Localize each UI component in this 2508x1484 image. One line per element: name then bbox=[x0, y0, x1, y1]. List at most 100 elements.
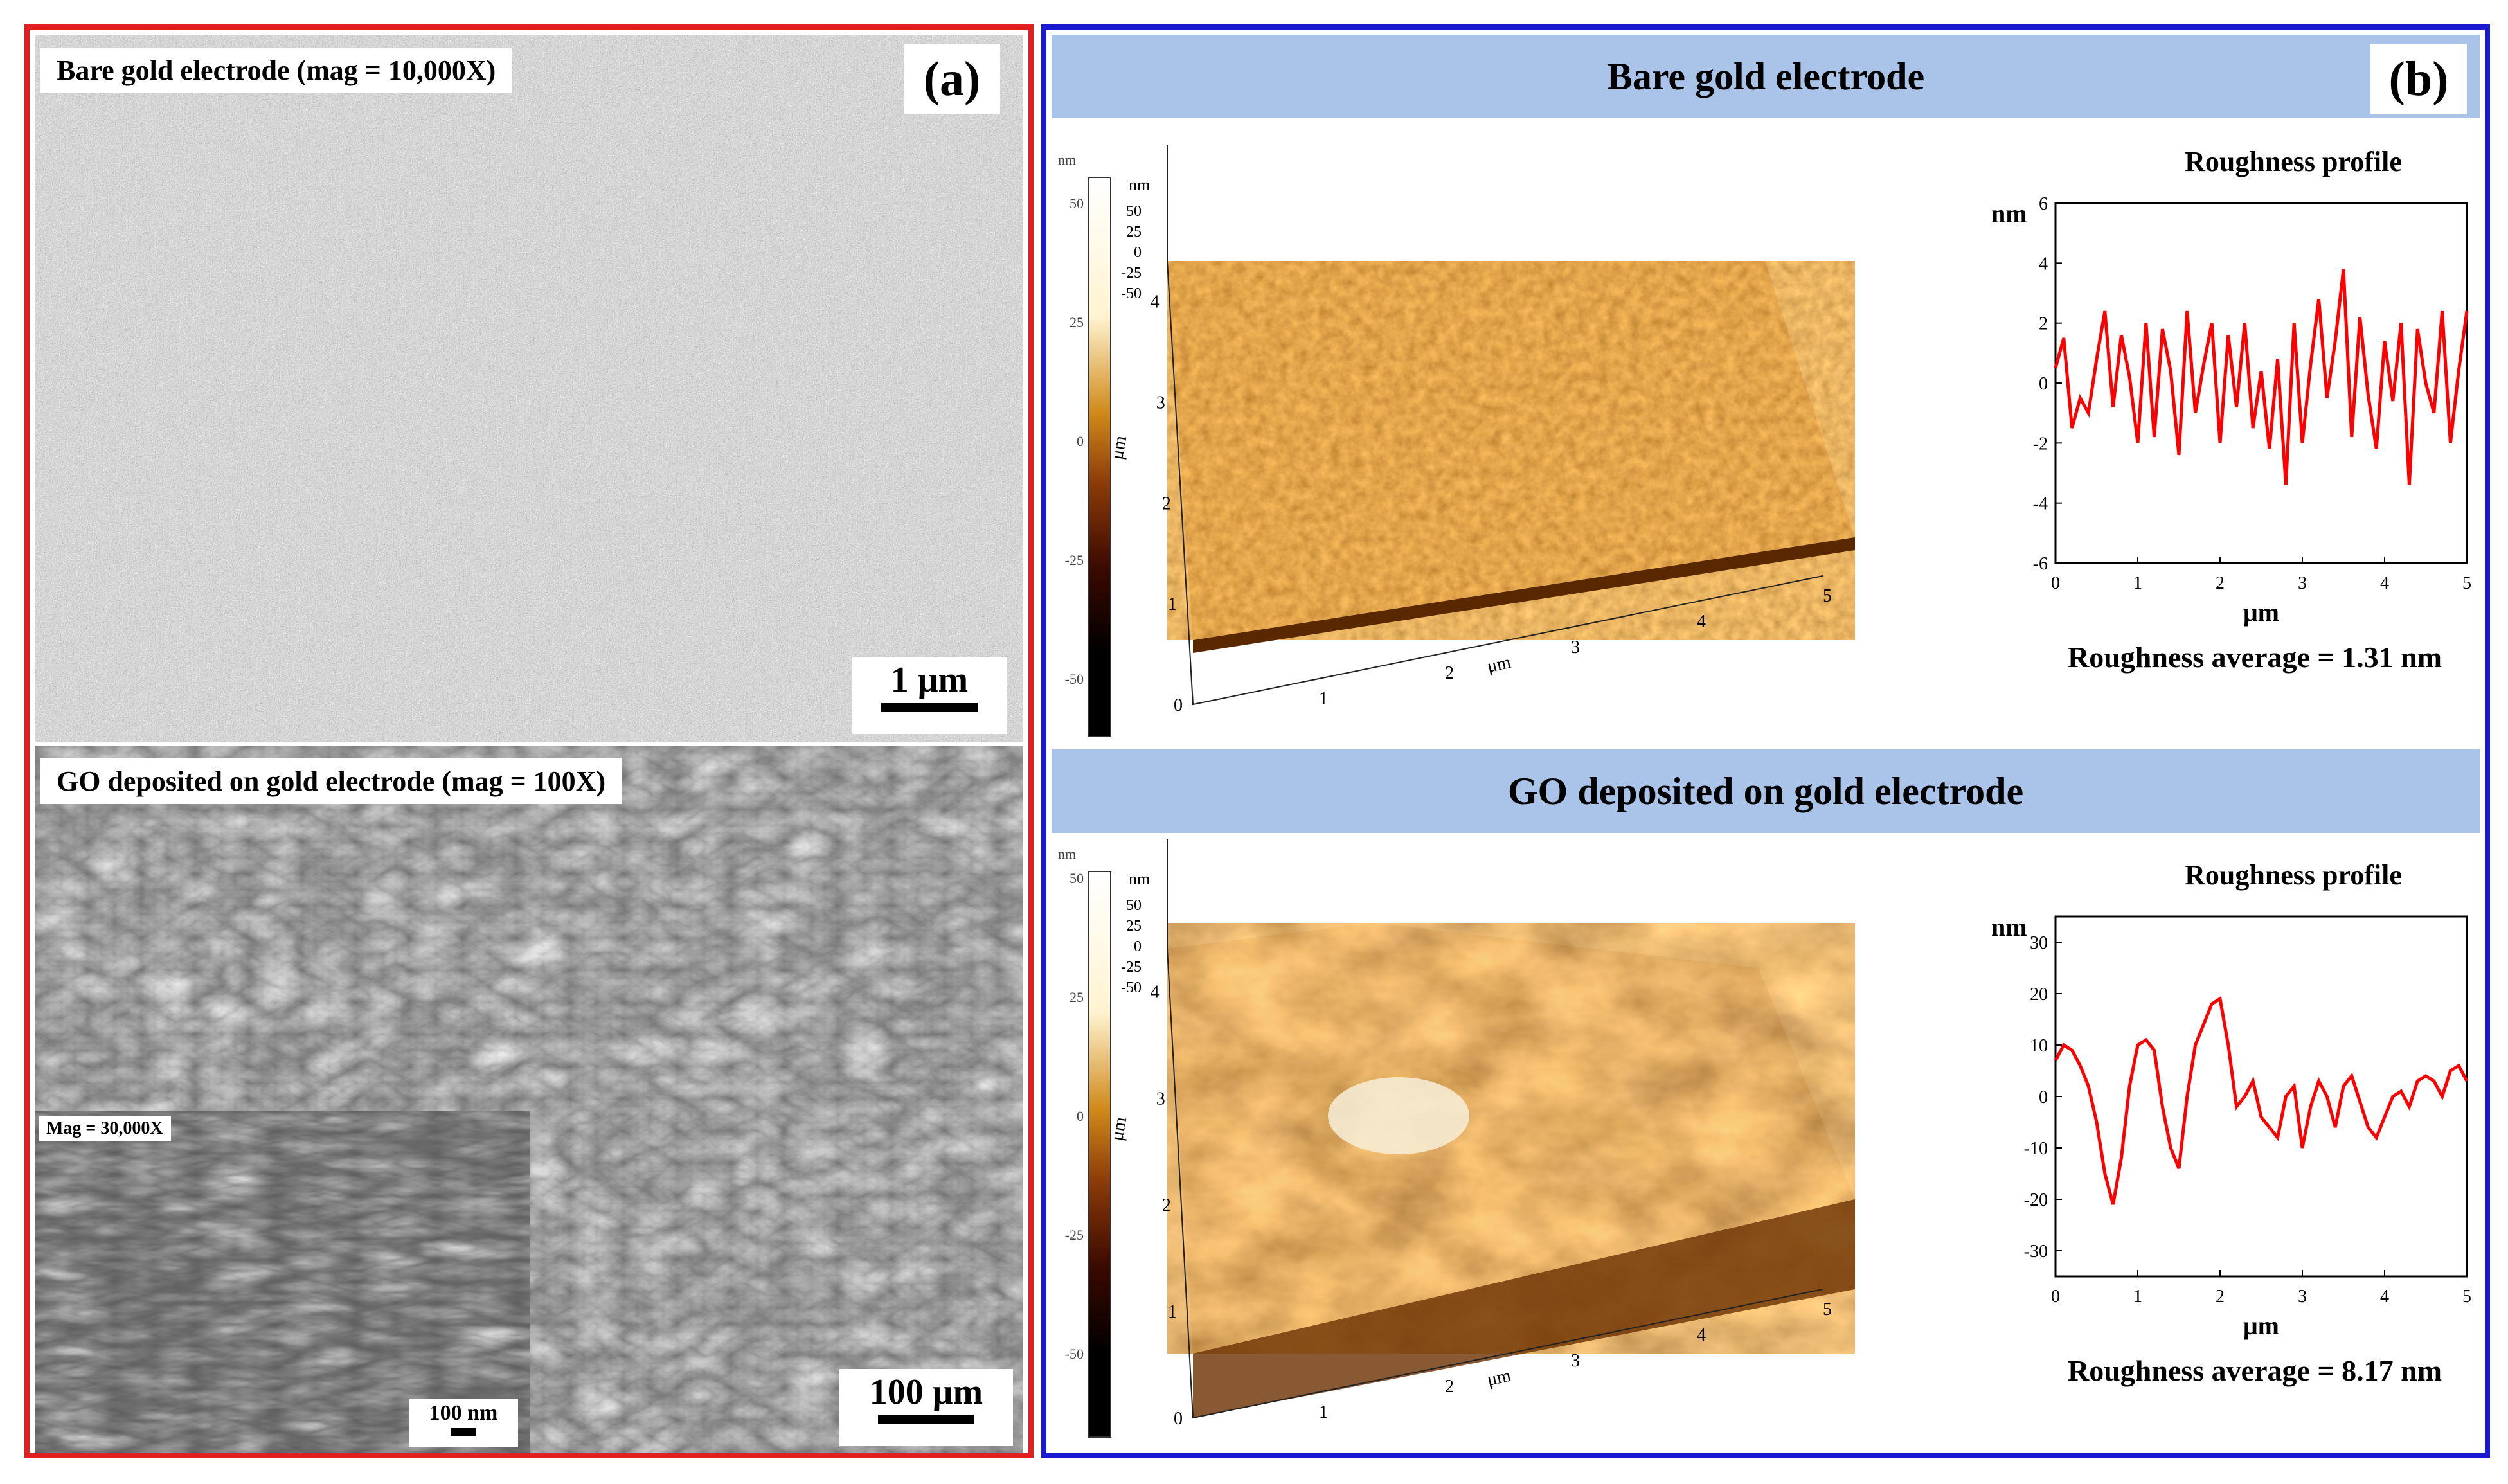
colorbar-tick-label: -50 bbox=[1065, 1346, 1084, 1362]
roughness-line bbox=[2054, 996, 2469, 1205]
y-tick-label: -4 bbox=[2033, 494, 2048, 514]
y-tick-label: -10 bbox=[2024, 1139, 2048, 1159]
x-tick-label: 5 bbox=[2462, 1287, 2471, 1307]
y-tick-label: -6 bbox=[2033, 554, 2048, 574]
afm-z-tick-label: -50 bbox=[1121, 285, 1142, 302]
sem-image-bare-gold bbox=[35, 35, 1023, 742]
afm-z-tick-label: 50 bbox=[1126, 897, 1142, 914]
afm-x-label-go: μm bbox=[1485, 1366, 1513, 1390]
afm-3d-bare: nm 50 25 0 -25 -50 nm 50 25 0 -25 -50 0 1 2 3 4 1 2 3 4… bbox=[1058, 145, 1855, 737]
y-tick-label: -20 bbox=[2024, 1190, 2048, 1210]
y-tick-label: 2 bbox=[2039, 314, 2048, 334]
afm-y-tick-label: 2 bbox=[1162, 494, 1171, 514]
y-tick-label: 6 bbox=[2039, 194, 2048, 214]
x-tick-label: 4 bbox=[2380, 573, 2389, 593]
afm-y-tick-label: 3 bbox=[1156, 393, 1165, 413]
x-tick-label: 1 bbox=[2133, 573, 2142, 593]
y-tick-label: 10 bbox=[2030, 1036, 2048, 1056]
scale-bar-1um-label: 1 μm bbox=[890, 660, 969, 700]
colorbar-tick-label: 50 bbox=[1070, 870, 1084, 886]
afm-x-tick-label: 4 bbox=[1697, 612, 1706, 632]
afm-y-tick-label: 0 bbox=[1174, 1409, 1183, 1429]
colorbar-tick-label: 0 bbox=[1077, 1108, 1084, 1124]
afm-z-tick-label: 25 bbox=[1126, 224, 1142, 240]
afm-z-tick-label: -25 bbox=[1121, 959, 1142, 976]
z-unit-go: nm bbox=[1129, 870, 1150, 888]
scale-bar-100um-line bbox=[878, 1415, 974, 1424]
scale-bar-100nm-label: 100 nm bbox=[429, 1401, 498, 1425]
y-tick-label: 4 bbox=[2039, 254, 2048, 274]
afm-x-label-bare: μm bbox=[1485, 652, 1513, 677]
inset-mag-label: Mag = 30,000X bbox=[39, 1116, 171, 1141]
afm-peak-go bbox=[1328, 1077, 1469, 1154]
afm-z-tick-label: 0 bbox=[1134, 244, 1142, 261]
scale-bar-100nm-line bbox=[451, 1428, 476, 1436]
roughness-chart-go: nm μm -30 -20 -10 0 10 20 30 0 1 2 3 4 5 bbox=[1991, 913, 2471, 1340]
x-tick-label: 2 bbox=[2216, 1287, 2225, 1307]
afm-x-tick-label: 4 bbox=[1697, 1325, 1706, 1345]
afm-z-tick-label: -25 bbox=[1121, 265, 1142, 282]
afm-y-tick-label: 3 bbox=[1156, 1089, 1165, 1109]
afm-x-tick-label: 3 bbox=[1571, 638, 1580, 657]
y-tick-label: 0 bbox=[2039, 374, 2048, 394]
x-axis-label: μm bbox=[2243, 1311, 2279, 1340]
colorbar-tick-label: -25 bbox=[1065, 552, 1084, 568]
panel-b-letter: (b) bbox=[2370, 44, 2467, 114]
roughness-avg-go: Roughness average = 8.17 nm bbox=[2067, 1354, 2442, 1387]
scale-bar-100nm: 100 nm bbox=[409, 1399, 518, 1447]
y-tick-label: 20 bbox=[2030, 985, 2048, 1005]
afm-3d-go: nm 50 25 0 -25 -50 nm 50 25 0 -25 -50 0 1 2 3 4 1 2 3 4… bbox=[1058, 839, 1855, 1438]
afm-y-tick-label: 4 bbox=[1151, 982, 1160, 1002]
x-tick-label: 2 bbox=[2216, 573, 2225, 593]
afm-y-tick-label: 4 bbox=[1151, 292, 1160, 312]
afm-x-tick-label: 1 bbox=[1319, 1402, 1328, 1422]
y-axis-label: nm bbox=[1991, 913, 2027, 942]
afm-x-tick-label: 1 bbox=[1319, 689, 1328, 709]
x-axis-label: μm bbox=[2243, 598, 2279, 627]
x-tick-label: 4 bbox=[2380, 1287, 2389, 1307]
afm-y-label-bare: μm bbox=[1107, 434, 1131, 461]
roughness-avg-bare: Roughness average = 1.31 nm bbox=[2067, 641, 2442, 674]
y-tick-label: -30 bbox=[2024, 1242, 2048, 1262]
cbar-unit-go: nm bbox=[1058, 846, 1076, 862]
y-tick-label: 30 bbox=[2030, 933, 2048, 953]
colorbar-tick-label: 50 bbox=[1070, 195, 1084, 211]
afm-z-tick-label: 50 bbox=[1126, 203, 1142, 220]
z-unit-bare: nm bbox=[1129, 175, 1150, 194]
afm-colorbar-bare: nm bbox=[1058, 152, 1111, 737]
afm-x-tick-label: 3 bbox=[1571, 1351, 1580, 1371]
panel-b-afm: Bare gold electrode (b) nm 50 25 0 -25 -50 n… bbox=[1041, 24, 2490, 1458]
afm-y-tick-label: 1 bbox=[1168, 594, 1177, 614]
sem-bare-label: Bare gold electrode (mag = 10,000X) bbox=[40, 48, 513, 93]
scale-bar-100um-label: 100 μm bbox=[869, 1372, 983, 1412]
colorbar-tick-label: -25 bbox=[1065, 1227, 1084, 1243]
afm-header-go: GO deposited on gold electrode bbox=[1052, 749, 2480, 833]
colorbar-tick-label: 25 bbox=[1070, 314, 1084, 330]
afm-z-tick-label: 0 bbox=[1134, 938, 1142, 955]
x-tick-label: 5 bbox=[2462, 573, 2471, 593]
y-axis-label: nm bbox=[1991, 199, 2027, 228]
y-tick-label: -2 bbox=[2033, 434, 2048, 454]
x-tick-label: 0 bbox=[2051, 573, 2060, 593]
afm-x-tick-label: 5 bbox=[1823, 586, 1832, 606]
afm-header-bare: Bare gold electrode bbox=[1052, 35, 2480, 118]
profile-title-bare: Roughness profile bbox=[2185, 146, 2402, 177]
scale-bar-100um: 100 μm bbox=[839, 1369, 1013, 1446]
afm-colorbar-go: nm bbox=[1058, 846, 1111, 1438]
x-tick-label: 3 bbox=[2298, 573, 2307, 593]
roughness-line bbox=[2054, 269, 2469, 485]
x-tick-label: 0 bbox=[2051, 1287, 2060, 1307]
y-tick-label: 0 bbox=[2039, 1087, 2048, 1107]
colorbar-tick-label: -50 bbox=[1065, 671, 1084, 687]
scale-bar-1um: 1 μm bbox=[852, 657, 1007, 734]
panel-a-sem-images: Bare gold electrode (mag = 10,000X) (a) … bbox=[24, 24, 1034, 1458]
colorbar-tick-label: 0 bbox=[1077, 433, 1084, 449]
scale-bar-1um-line bbox=[881, 703, 978, 712]
afm-y-tick-label: 1 bbox=[1168, 1302, 1177, 1322]
roughness-chart-bare: nm μm -6 -4 -2 0 2 4 6 0 1 2 3 4 5 bbox=[1991, 194, 2471, 627]
colorbar-tick-label: 25 bbox=[1070, 989, 1084, 1005]
sem-inset-30000x bbox=[35, 1111, 530, 1453]
afm-x-tick-label: 2 bbox=[1445, 663, 1454, 683]
afm-z-tick-label: -50 bbox=[1121, 979, 1142, 996]
afm-y-label-go: μm bbox=[1107, 1115, 1131, 1142]
